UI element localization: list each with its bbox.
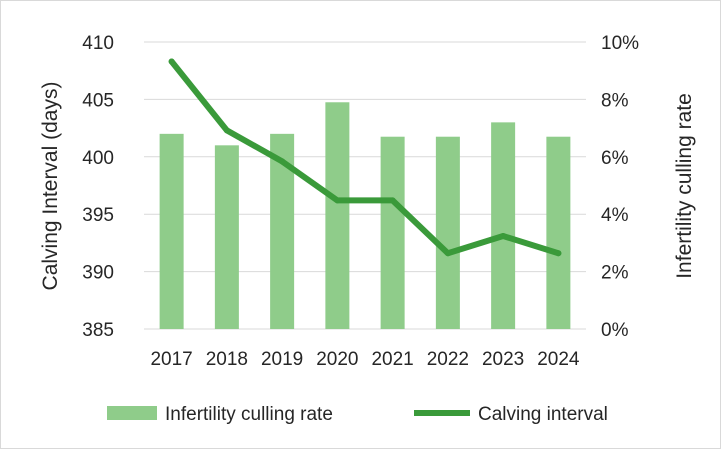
- y-tick-label-right: 4%: [601, 205, 629, 226]
- line-point-2020: [334, 197, 341, 204]
- legend-label-bar: Infertility culling rate: [165, 404, 333, 425]
- bar-2023: [491, 122, 516, 329]
- bar-2021: [380, 136, 405, 329]
- bar-2024: [546, 136, 571, 329]
- line-point-2024: [555, 250, 562, 257]
- bar-2018: [214, 145, 239, 329]
- line-point-2017: [168, 58, 175, 65]
- y-tick-label-left: 385: [82, 320, 114, 341]
- y-tick-label-right: 8%: [601, 90, 629, 111]
- x-tick-label: 2019: [261, 349, 303, 370]
- y-tick-label-left: 410: [82, 33, 114, 54]
- x-tick-label: 2017: [150, 349, 192, 370]
- x-tick-label: 2018: [206, 349, 248, 370]
- y-tick-label-left: 390: [82, 263, 114, 284]
- line-series-calving-interval: [168, 58, 562, 257]
- legend: Infertility culling rate Calving interva…: [107, 404, 608, 425]
- line-point-2021: [389, 197, 396, 204]
- legend-label-line: Calving interval: [478, 404, 608, 425]
- legend-swatch-bar: [107, 406, 157, 420]
- line-point-2019: [279, 158, 286, 165]
- y-axis-title-left: Calving Interval (days): [39, 82, 62, 291]
- x-tick-label: 2023: [482, 349, 524, 370]
- line-point-2022: [444, 250, 451, 257]
- x-tick-label: 2021: [371, 349, 413, 370]
- gridlines: [144, 41, 586, 330]
- y-tick-label-right: 10%: [601, 33, 639, 54]
- y-tick-label-right: 0%: [601, 320, 629, 341]
- bar-2020: [325, 102, 350, 330]
- y-tick-label-right: 2%: [601, 263, 629, 284]
- y-tick-label-left: 400: [82, 148, 114, 169]
- tick-labels: 385 390 395 400 405 410 0% 2% 4% 6% 8% 10% 2017 2018 2…: [82, 33, 639, 370]
- x-tick-label: 2024: [537, 349, 580, 370]
- y-tick-label-left: 395: [82, 205, 114, 226]
- line-point-2018: [223, 127, 230, 134]
- bar-series-infertility-culling-rate: [159, 102, 571, 330]
- line-point-2023: [500, 233, 507, 240]
- y-tick-label-left: 405: [82, 90, 114, 111]
- bar-2017: [159, 133, 184, 329]
- bar-2022: [435, 136, 460, 329]
- x-tick-label: 2020: [316, 349, 358, 370]
- calving-interval-line: [168, 58, 562, 257]
- x-tick-label: 2022: [427, 349, 469, 370]
- y-tick-label-right: 6%: [601, 148, 629, 169]
- y-axis-title-right: Infertility culling rate: [673, 93, 696, 279]
